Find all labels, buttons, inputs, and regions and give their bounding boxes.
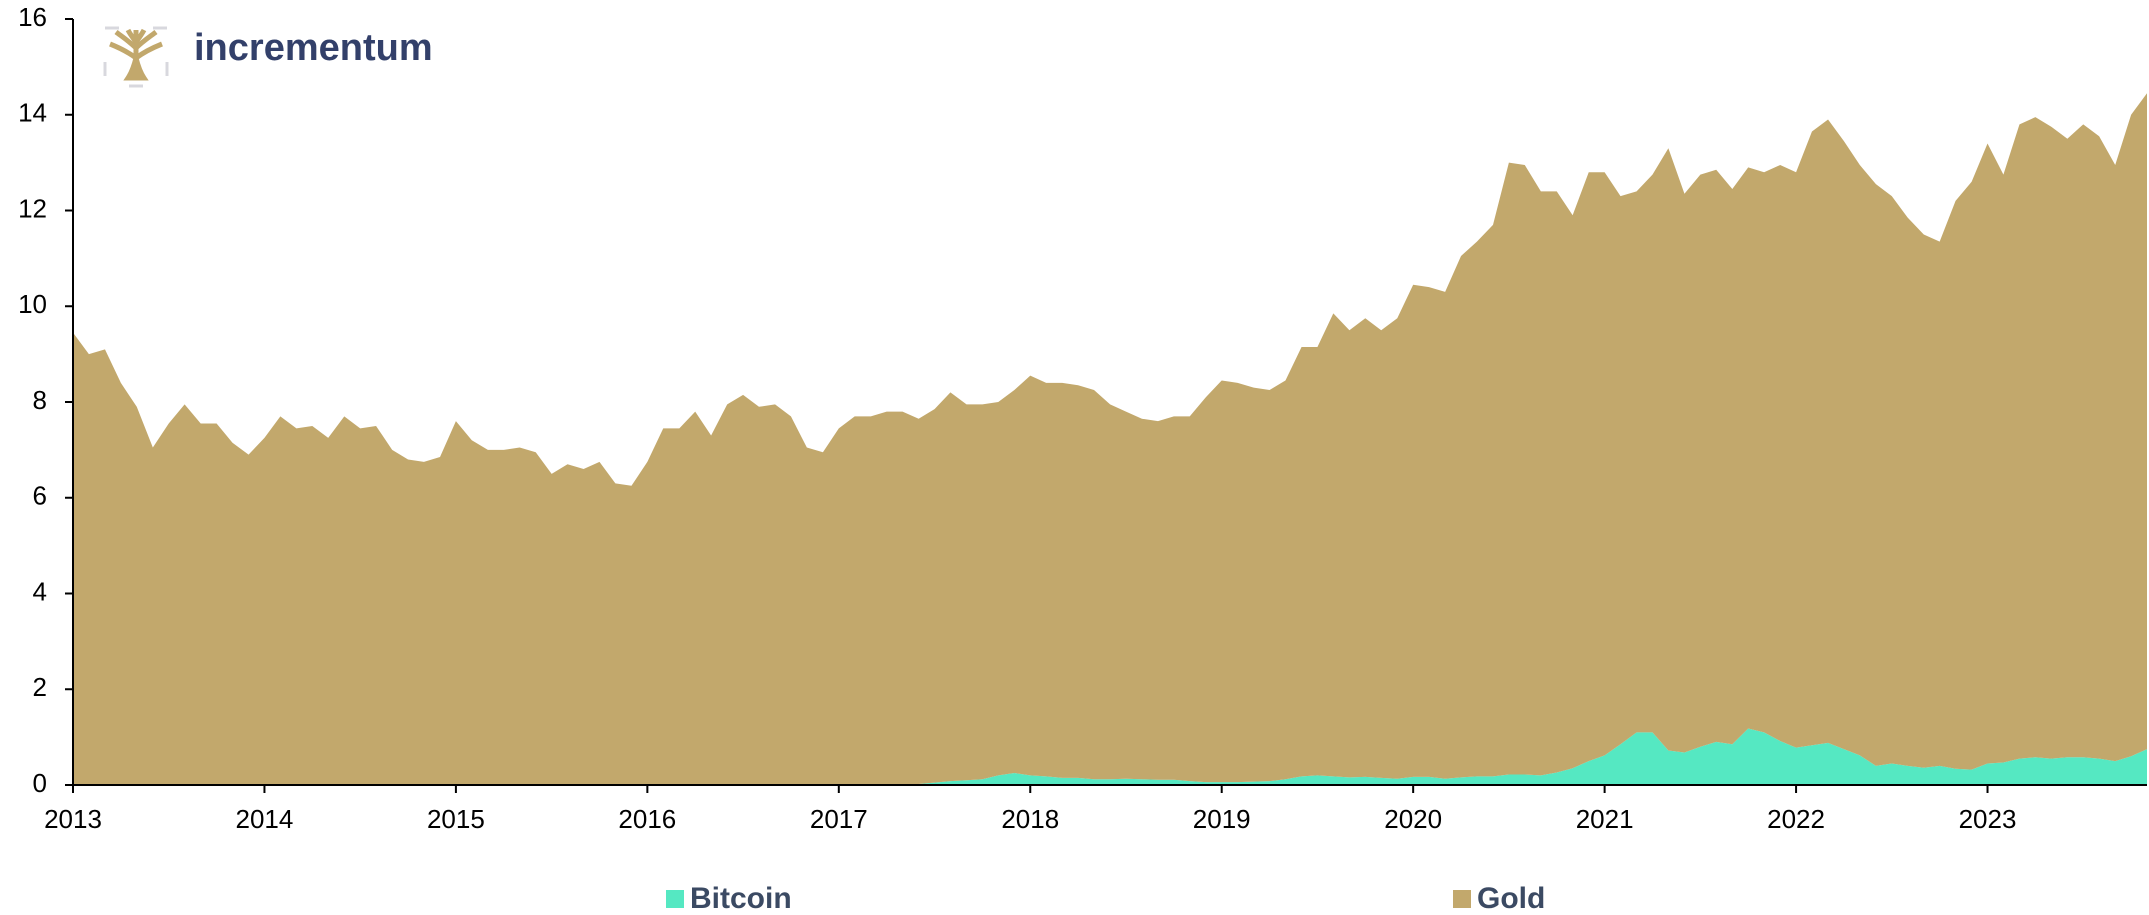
y-tick-label: 6 bbox=[33, 481, 47, 511]
y-tick-label: 16 bbox=[18, 2, 47, 32]
legend-swatch bbox=[1453, 890, 1471, 908]
x-tick-label: 2016 bbox=[618, 804, 676, 834]
x-tick-label: 2021 bbox=[1576, 804, 1634, 834]
y-tick-label: 12 bbox=[18, 193, 47, 223]
y-tick-label: 0 bbox=[33, 768, 47, 798]
x-tick-label: 2015 bbox=[427, 804, 485, 834]
legend-label: Bitcoin bbox=[690, 882, 792, 915]
area bbox=[73, 93, 2147, 786]
x-tick-label: 2020 bbox=[1384, 804, 1442, 834]
y-tick-label: 8 bbox=[33, 385, 47, 415]
x-tick-label: 2018 bbox=[1001, 804, 1059, 834]
y-tick-label: 10 bbox=[18, 289, 47, 319]
logo-text: incrementum bbox=[194, 27, 433, 69]
x-tick-label: 2019 bbox=[1193, 804, 1251, 834]
logo-tree bbox=[109, 28, 163, 81]
logo-frame bbox=[103, 26, 169, 88]
y-tick-label: 14 bbox=[18, 98, 47, 128]
y-tick-label: 4 bbox=[33, 576, 47, 606]
x-tick-label: 2014 bbox=[236, 804, 294, 834]
legend-swatch bbox=[666, 890, 684, 908]
y-tick-label: 2 bbox=[33, 672, 47, 702]
x-tick-label: 2017 bbox=[810, 804, 868, 834]
x-tick-label: 2023 bbox=[1959, 804, 2017, 834]
area bbox=[73, 728, 2147, 785]
legend-label: Gold bbox=[1477, 882, 1545, 915]
logo: incrementum bbox=[103, 26, 433, 88]
x-tick-label: 2022 bbox=[1767, 804, 1825, 834]
x-tick-label: 2013 bbox=[44, 804, 102, 834]
